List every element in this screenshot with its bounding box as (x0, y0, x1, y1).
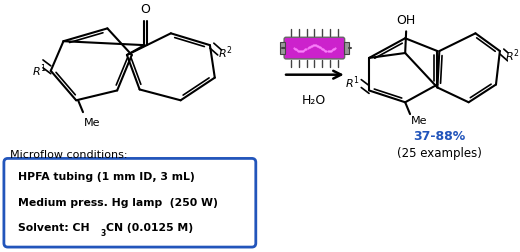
Text: $R^1$: $R^1$ (32, 62, 47, 79)
Text: $R^1$: $R^1$ (345, 74, 359, 91)
Text: O: O (140, 3, 150, 16)
Text: Solvent: CH: Solvent: CH (18, 223, 89, 233)
FancyBboxPatch shape (4, 159, 256, 247)
Text: Me: Me (411, 116, 427, 126)
Text: Me: Me (84, 118, 100, 128)
Text: CN (0.0125 M): CN (0.0125 M) (107, 223, 193, 233)
Text: (25 examples): (25 examples) (397, 147, 482, 160)
Text: H₂O: H₂O (302, 94, 327, 107)
Text: $R^2$: $R^2$ (505, 48, 519, 64)
Text: Medium press. Hg lamp  (250 W): Medium press. Hg lamp (250 W) (18, 198, 217, 208)
Text: HPFA tubing (1 mm ID, 3 mL): HPFA tubing (1 mm ID, 3 mL) (18, 172, 194, 182)
FancyBboxPatch shape (284, 37, 345, 59)
Text: OH: OH (397, 14, 416, 27)
Bar (280, 42, 285, 54)
Text: $R^2$: $R^2$ (218, 45, 232, 61)
Text: 3: 3 (100, 229, 106, 238)
Text: 37-88%: 37-88% (413, 130, 465, 143)
Text: Microflow conditions:: Microflow conditions: (10, 149, 127, 160)
Bar (344, 42, 348, 54)
